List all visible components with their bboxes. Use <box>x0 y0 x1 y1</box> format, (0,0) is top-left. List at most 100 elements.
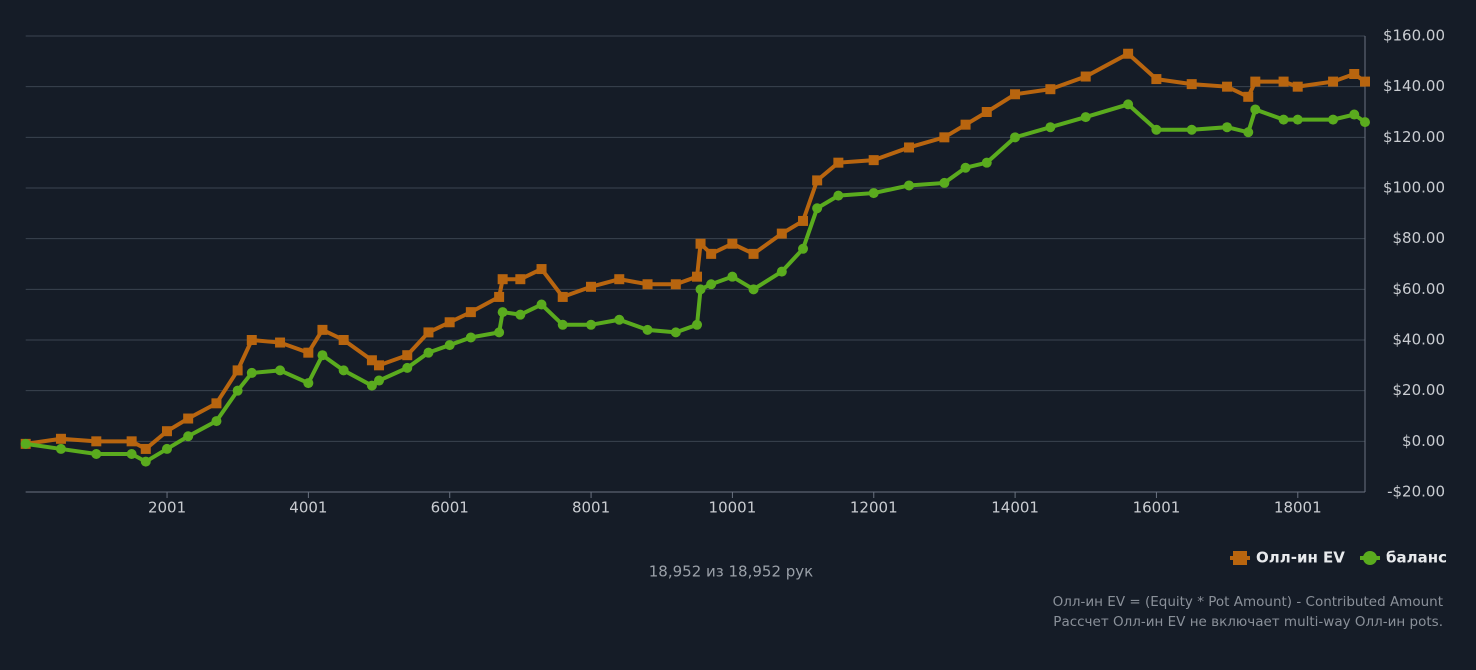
marker <box>317 350 328 361</box>
marker <box>695 238 706 249</box>
marker <box>161 443 172 454</box>
marker <box>211 398 222 409</box>
marker <box>1360 76 1370 87</box>
marker <box>1151 74 1162 85</box>
legend-marker <box>1363 551 1377 565</box>
marker <box>798 243 809 254</box>
marker <box>727 271 738 282</box>
marker <box>246 367 257 378</box>
marker <box>939 177 950 188</box>
marker <box>981 107 992 117</box>
marker <box>670 327 681 338</box>
x-tick-label: 4001 <box>289 499 327 517</box>
marker <box>140 456 151 467</box>
marker <box>586 319 597 330</box>
marker <box>373 360 384 371</box>
marker <box>183 413 194 424</box>
marker <box>1045 122 1056 133</box>
marker <box>55 443 66 454</box>
marker <box>232 385 243 396</box>
marker <box>692 319 703 330</box>
marker <box>1278 114 1289 125</box>
marker <box>1186 124 1197 135</box>
marker <box>1151 124 1162 135</box>
marker <box>960 119 971 130</box>
marker <box>183 431 194 442</box>
marker <box>706 248 717 259</box>
marker <box>126 449 137 459</box>
y-tick-label: $100.00 <box>1383 179 1445 197</box>
marker <box>497 274 508 285</box>
marker <box>1243 127 1254 138</box>
marker <box>614 274 625 285</box>
note: Рассчет Олл-ин EV не включает multi-way … <box>1053 614 1443 630</box>
x-tick-label: 18001 <box>1274 499 1322 517</box>
marker <box>1045 84 1056 95</box>
marker <box>515 309 526 320</box>
marker <box>444 317 455 328</box>
legend-label: Олл-ин EV <box>1256 549 1345 567</box>
marker <box>812 203 823 214</box>
marker <box>126 436 137 447</box>
marker <box>275 337 286 348</box>
marker <box>692 271 703 282</box>
marker <box>515 274 526 285</box>
marker <box>1328 76 1339 87</box>
marker <box>812 175 823 186</box>
marker <box>939 132 950 143</box>
marker <box>1349 69 1360 79</box>
marker <box>960 162 971 173</box>
marker <box>444 340 455 351</box>
y-tick-label: -$20.00 <box>1387 483 1445 501</box>
y-tick-label: $60.00 <box>1393 280 1446 298</box>
x-tick-label: 14001 <box>991 499 1039 517</box>
marker <box>1349 109 1360 120</box>
marker <box>465 307 476 318</box>
marker <box>748 284 759 295</box>
marker <box>465 332 476 343</box>
marker <box>1222 122 1233 133</box>
marker <box>1080 71 1091 82</box>
x-tick-label: 16001 <box>1133 499 1181 517</box>
note: Олл-ин EV = (Equity * Pot Amount) - Cont… <box>1053 594 1443 610</box>
y-tick-label: $140.00 <box>1383 77 1445 95</box>
caption: 18,952 из 18,952 рук <box>649 563 813 581</box>
marker <box>868 155 879 166</box>
marker <box>798 215 809 226</box>
marker <box>1292 81 1303 92</box>
marker <box>303 378 314 389</box>
y-tick-label: $120.00 <box>1383 128 1445 146</box>
marker <box>497 307 508 318</box>
marker <box>161 426 172 437</box>
marker <box>402 350 413 361</box>
legend-marker <box>1233 551 1247 565</box>
marker <box>706 279 717 290</box>
marker <box>833 157 844 168</box>
x-tick-label: 6001 <box>431 499 469 517</box>
marker <box>423 347 434 358</box>
marker <box>1328 114 1339 125</box>
marker <box>748 248 759 259</box>
marker <box>557 291 568 302</box>
marker <box>1250 76 1261 87</box>
marker <box>366 380 377 391</box>
marker <box>1080 112 1091 123</box>
marker <box>1292 114 1303 125</box>
marker <box>642 279 653 290</box>
x-tick-label: 8001 <box>572 499 610 517</box>
x-tick-label: 2001 <box>148 499 186 517</box>
marker <box>1186 79 1197 90</box>
marker <box>303 347 314 358</box>
marker <box>776 266 787 277</box>
marker <box>586 281 597 292</box>
y-tick-label: $40.00 <box>1393 331 1446 349</box>
y-tick-label: $20.00 <box>1393 381 1446 399</box>
marker <box>670 279 681 290</box>
marker <box>91 436 102 447</box>
marker <box>642 324 653 335</box>
marker <box>1010 89 1021 100</box>
marker <box>494 291 505 302</box>
marker <box>275 365 286 376</box>
y-tick-label: $80.00 <box>1393 229 1446 247</box>
